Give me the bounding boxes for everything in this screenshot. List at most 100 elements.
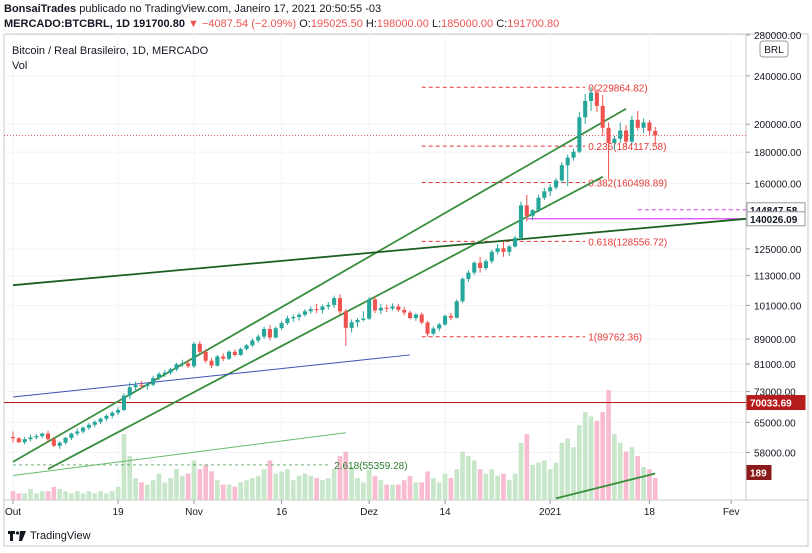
- candle-body: [10, 437, 16, 439]
- candle-body: [215, 356, 220, 366]
- volume-bar: [495, 475, 500, 500]
- time-tick-label: 16: [276, 507, 288, 518]
- candle-body: [232, 351, 237, 355]
- candle-body: [501, 248, 506, 252]
- publish-line: BonsaiTrades publicado no TradingView.co…: [4, 3, 381, 15]
- volume-bar: [571, 447, 576, 500]
- volume-bar: [267, 460, 273, 500]
- candle-body: [647, 122, 652, 131]
- candle-body: [483, 261, 488, 269]
- volume-bar: [191, 460, 197, 500]
- volume-bar: [582, 412, 588, 500]
- volume-bar: [337, 456, 343, 500]
- volume-bar: [396, 484, 401, 500]
- currency-badge-text: BRL: [764, 45, 784, 56]
- volume-bar: [197, 469, 203, 500]
- volume-bar: [349, 467, 354, 500]
- candle-body: [372, 299, 378, 311]
- candle-body: [221, 356, 226, 359]
- volume-bar: [588, 416, 594, 500]
- time-tick-label: Fev: [723, 507, 740, 518]
- volume-bar: [115, 486, 121, 500]
- low-label: L:: [431, 18, 442, 30]
- volume-bar: [261, 469, 267, 500]
- candle-body: [448, 315, 453, 318]
- fib-level-label: 0(229864.82): [588, 83, 648, 94]
- volume-bar: [366, 469, 372, 500]
- candle-body: [302, 311, 307, 315]
- trend-lines[interactable]: [12, 107, 747, 500]
- volume-bar: [536, 462, 541, 500]
- candle-body: [606, 127, 611, 144]
- candle-body: [402, 309, 407, 313]
- volume-bar: [168, 478, 173, 500]
- time-tick-label: 14: [440, 507, 452, 518]
- volume-bar: [617, 442, 623, 500]
- candle-body: [384, 307, 389, 309]
- candle-body: [297, 314, 302, 317]
- volume-bar: [471, 460, 477, 500]
- candle-body: [600, 105, 605, 128]
- volume-bar: [325, 478, 331, 500]
- candle-body: [267, 329, 272, 338]
- candle-body: [583, 100, 588, 118]
- volume-bar: [530, 464, 535, 500]
- candle-body: [127, 387, 132, 396]
- open-value: 195025.50: [310, 18, 363, 30]
- candle-body: [571, 151, 576, 158]
- candles: [10, 87, 658, 449]
- volume-bar: [156, 473, 162, 500]
- price-tick-label: 58000.00: [754, 449, 796, 460]
- candle-body: [308, 309, 313, 312]
- candle-body: [478, 262, 483, 269]
- price-badge-label: 70033.69: [750, 399, 792, 410]
- candle-body: [110, 412, 115, 416]
- candle-body: [116, 409, 121, 413]
- volume-bar: [314, 478, 319, 500]
- time-axis[interactable]: Out 19 Nov 16 Dez 14 2021 18 Fev: [5, 500, 740, 518]
- candle-body: [197, 343, 202, 352]
- volume-bar: [308, 475, 314, 500]
- price-tick-label: 200000.00: [754, 120, 802, 131]
- author-name[interactable]: BonsaiTrades: [4, 3, 77, 15]
- candle-body: [542, 191, 547, 198]
- volume-bar: [360, 482, 366, 500]
- volume-bar: [501, 473, 506, 500]
- candle-body: [180, 363, 185, 365]
- footer-brand[interactable]: TradingView: [8, 530, 91, 542]
- volume-bar: [185, 473, 191, 500]
- price-tick-label: 125000.00: [754, 245, 802, 256]
- volume-bar: [401, 480, 407, 500]
- price-tick-label: 89000.00: [754, 335, 796, 346]
- volume-bar: [612, 434, 617, 500]
- candle-body: [98, 418, 103, 422]
- volume-bar: [454, 469, 460, 500]
- volume-bar: [483, 473, 489, 500]
- candle-body: [45, 433, 51, 440]
- candle-body: [489, 251, 494, 262]
- candle-body: [361, 318, 366, 320]
- volume-bar: [203, 464, 209, 500]
- volume-bar: [209, 471, 214, 500]
- candle-body: [466, 272, 471, 279]
- volume-bar: [57, 489, 63, 500]
- price-axis[interactable]: 280000.00 240000.00 200000.00 180000.00 1600…: [746, 31, 802, 460]
- candle-body: [536, 197, 541, 211]
- candle-body: [507, 246, 512, 252]
- volume-bar: [285, 469, 290, 500]
- candle-body: [419, 314, 424, 323]
- candle-body: [407, 312, 413, 319]
- volume-bar: [98, 491, 103, 500]
- candle-body: [75, 431, 80, 434]
- candle-body: [518, 205, 524, 238]
- candle-body: [337, 298, 343, 312]
- candle-body: [565, 157, 570, 166]
- volume-bar: [250, 478, 255, 500]
- candle-body: [133, 385, 138, 388]
- volume-bar: [255, 475, 261, 500]
- candle-body: [559, 165, 564, 181]
- volume-bar: [144, 484, 150, 500]
- price-badge-label: 140026.09: [750, 215, 798, 226]
- candle-body: [226, 351, 232, 359]
